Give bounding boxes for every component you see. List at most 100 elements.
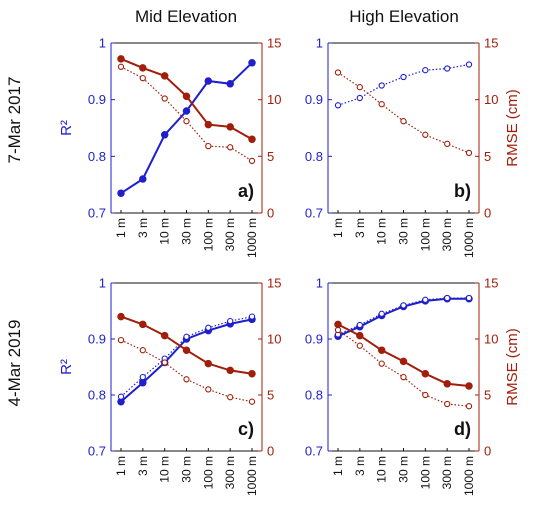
x-tick-label: 1 m	[114, 218, 128, 238]
data-point	[422, 67, 429, 74]
data-point	[117, 393, 125, 400]
x-tick-label: 100 m	[201, 218, 215, 251]
data-point	[465, 382, 473, 390]
series-r2-dotted	[117, 313, 256, 400]
data-point	[139, 347, 146, 354]
data-point	[400, 302, 407, 309]
data-point	[227, 394, 234, 401]
data-point	[444, 400, 451, 408]
panel-label: d)	[454, 419, 471, 439]
data-point	[248, 157, 256, 165]
data-point	[422, 131, 429, 138]
data-point	[356, 342, 363, 349]
row-title-2017: 7-Mar 2017	[5, 77, 24, 164]
x-tick-label: 1000 m	[245, 456, 259, 496]
data-point	[139, 175, 147, 183]
data-point	[204, 120, 213, 129]
x-tick-label: 300 m	[223, 218, 237, 251]
x-tick-label: 1 m	[331, 456, 345, 476]
y-tick-label: 0.9	[305, 92, 323, 107]
data-point	[421, 369, 430, 378]
data-point	[356, 84, 363, 91]
series-line	[337, 72, 470, 154]
y2-tick-label: 0	[484, 206, 491, 221]
y2-tick-label: 0	[484, 444, 491, 459]
x-tick-label: 1 m	[331, 218, 345, 238]
panel-label: a)	[238, 181, 254, 201]
y2-tick-label: 15	[267, 276, 281, 291]
data-point	[400, 73, 407, 81]
y2-tick-label: 15	[484, 276, 498, 291]
x-tick-label: 30 m	[180, 218, 194, 245]
data-point	[248, 135, 256, 144]
data-point	[139, 74, 146, 82]
data-point	[422, 391, 429, 399]
data-point	[334, 326, 342, 334]
series-r2-dotted	[334, 61, 473, 109]
data-point	[117, 189, 125, 197]
data-point	[139, 64, 147, 72]
data-point	[378, 310, 385, 317]
data-point	[182, 346, 191, 354]
data-point	[248, 59, 256, 67]
data-point	[160, 72, 169, 80]
row-title-2019: 4-Mar 2019	[5, 320, 24, 407]
series-rmse-solid	[334, 320, 473, 390]
data-point	[160, 131, 169, 139]
y2-tick-label: 0	[267, 444, 274, 459]
data-point	[117, 336, 125, 344]
data-point	[117, 312, 125, 321]
data-point	[334, 102, 342, 109]
y-tick-label: 1	[316, 36, 323, 51]
x-tick-label: 10 m	[158, 218, 172, 245]
series-line	[120, 318, 253, 403]
data-point	[465, 294, 473, 302]
y-tick-label: 1	[99, 36, 106, 51]
data-point	[205, 142, 212, 150]
series-rmse-dotted	[117, 336, 256, 405]
data-point	[465, 61, 473, 68]
data-point	[183, 376, 190, 383]
series-rmse-dotted	[117, 63, 256, 165]
series-r2-solid	[117, 315, 256, 406]
x-tick-label: 3 m	[353, 456, 367, 476]
panel-label: b)	[454, 181, 471, 201]
y-tick-label: 1	[316, 276, 323, 291]
column-title-high: High Elevation	[349, 7, 459, 26]
x-tick-label: 300 m	[440, 456, 454, 489]
series-rmse-solid	[117, 312, 256, 378]
data-point	[204, 77, 213, 85]
data-point	[248, 398, 256, 405]
data-point	[226, 366, 234, 375]
y2-axis-title: RMSE (cm)	[504, 328, 521, 406]
data-point	[183, 118, 190, 125]
data-point	[227, 144, 234, 151]
x-tick-label: 100 m	[201, 456, 215, 489]
y2-tick-label: 10	[267, 332, 281, 347]
data-point	[205, 386, 212, 393]
y2-axis-title: RMSE (cm)	[504, 89, 521, 167]
y-tick-label: 0.7	[88, 444, 106, 459]
panel-label: c)	[238, 419, 254, 439]
data-point	[226, 123, 234, 131]
y-axis-title: R²	[58, 359, 75, 375]
y2-tick-label: 5	[484, 388, 491, 403]
x-tick-label: 10 m	[375, 456, 389, 483]
y-tick-label: 0.8	[88, 388, 106, 403]
data-point	[334, 69, 342, 76]
y2-tick-label: 5	[484, 149, 491, 164]
data-point	[444, 140, 451, 148]
y-tick-label: 0.9	[305, 332, 323, 347]
y-tick-label: 0.9	[88, 92, 106, 107]
y-tick-label: 0.9	[88, 332, 106, 347]
data-point	[227, 317, 234, 325]
series-rmse-solid	[117, 55, 256, 144]
data-point	[117, 55, 125, 63]
data-point	[444, 294, 451, 302]
